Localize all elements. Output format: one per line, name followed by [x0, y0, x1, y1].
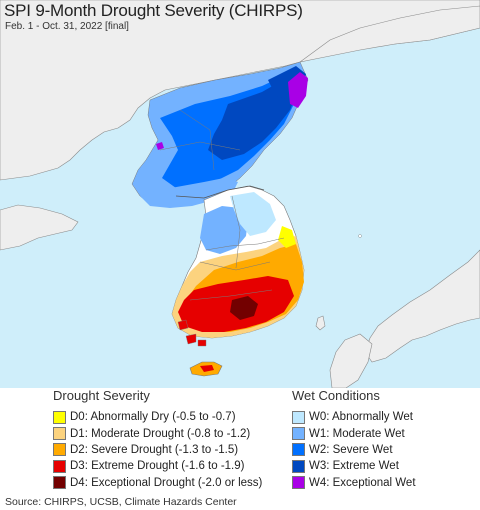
legend-item-d1: D1: Moderate Drought (-0.8 to -1.2) — [53, 425, 293, 441]
legend-label-d1: D1: Moderate Drought (-0.8 to -1.2) — [70, 427, 251, 440]
legend-item-d4: D4: Exceptional Drought (-2.0 or less) — [53, 475, 293, 491]
legend-label-w4: W4: Exceptional Wet — [309, 476, 416, 489]
legend-swatch-d1 — [53, 427, 66, 441]
legend-swatch-w3 — [292, 459, 305, 473]
drought-map — [0, 0, 480, 388]
legend-item-w0: W0: Abnormally Wet — [292, 409, 477, 425]
south-korea-d0 — [278, 226, 296, 248]
legend-swatch-d0 — [53, 410, 66, 424]
legend-swatch-d4 — [53, 476, 66, 490]
legend-label-w1: W1: Moderate Wet — [309, 427, 405, 440]
legend-item-w3: W3: Extreme Wet — [292, 458, 477, 474]
legend-label-d3: D3: Extreme Drought (-1.6 to -1.9) — [70, 460, 245, 473]
west-islands — [177, 319, 207, 347]
legend-swatch-w4 — [292, 476, 305, 490]
jeju-d3 — [200, 365, 214, 372]
south-korea-w1 — [200, 206, 248, 254]
legend-label-d0: D0: Abnormally Dry (-0.5 to -0.7) — [70, 411, 236, 424]
province-lines — [159, 109, 285, 301]
legend-swatch-w0 — [292, 410, 305, 424]
legend-swatch-d3 — [53, 459, 66, 473]
ulleungdo — [358, 234, 362, 238]
legend-label-d2: D2: Severe Drought (-1.3 to -1.5) — [70, 443, 239, 456]
legend-swatch-d2 — [53, 443, 66, 457]
wet-legend-list: W0: Abnormally Wet W1: Moderate Wet W2: … — [292, 409, 477, 491]
map-title: SPI 9-Month Drought Severity (CHIRPS) — [4, 1, 303, 20]
source-credit: Source: CHIRPS, UCSB, Climate Hazards Ce… — [5, 496, 237, 508]
south-korea-w0 — [230, 192, 276, 236]
dmz-border — [175, 185, 265, 199]
drought-legend-heading: Drought Severity — [53, 388, 150, 403]
drought-legend-list: D0: Abnormally Dry (-0.5 to -0.7) D1: Mo… — [53, 409, 293, 491]
legend-label-d4: D4: Exceptional Drought (-2.0 or less) — [70, 476, 263, 489]
russia-land — [299, 5, 480, 63]
legend-item-d3: D3: Extreme Drought (-1.6 to -1.9) — [53, 458, 293, 474]
north-korea-w4-northeast — [288, 72, 308, 108]
wet-legend: Wet Conditions W0: Abnormally Wet W1: Mo… — [292, 388, 477, 491]
legend-item-w4: W4: Exceptional Wet — [292, 475, 477, 491]
legend-label-w0: W0: Abnormally Wet — [309, 411, 413, 424]
legend-swatch-w2 — [292, 443, 305, 457]
shandong-land — [0, 204, 79, 251]
north-korea-w3 — [208, 76, 298, 160]
legend-swatch-w1 — [292, 427, 305, 441]
japan-land — [364, 249, 480, 363]
legend-item-d0: D0: Abnormally Dry (-0.5 to -0.7) — [53, 409, 293, 425]
japan-kyushu — [329, 333, 373, 388]
legend-label-w2: W2: Severe Wet — [309, 443, 393, 456]
wet-legend-heading: Wet Conditions — [292, 388, 380, 403]
map-subtitle: Feb. 1 - Oct. 31, 2022 [final] — [5, 21, 129, 32]
drought-legend: Drought Severity D0: Abnormally Dry (-0.… — [53, 388, 293, 491]
legend-item-d2: D2: Severe Drought (-1.3 to -1.5) — [53, 442, 293, 458]
legend-item-w1: W1: Moderate Wet — [292, 425, 477, 441]
north-korea-w4-spot — [156, 142, 164, 150]
tsushima — [315, 315, 326, 331]
legend-item-w2: W2: Severe Wet — [292, 442, 477, 458]
legend-label-w3: W3: Extreme Wet — [309, 460, 399, 473]
north-korea-w1-south — [140, 178, 238, 208]
south-korea-d4 — [230, 296, 258, 320]
